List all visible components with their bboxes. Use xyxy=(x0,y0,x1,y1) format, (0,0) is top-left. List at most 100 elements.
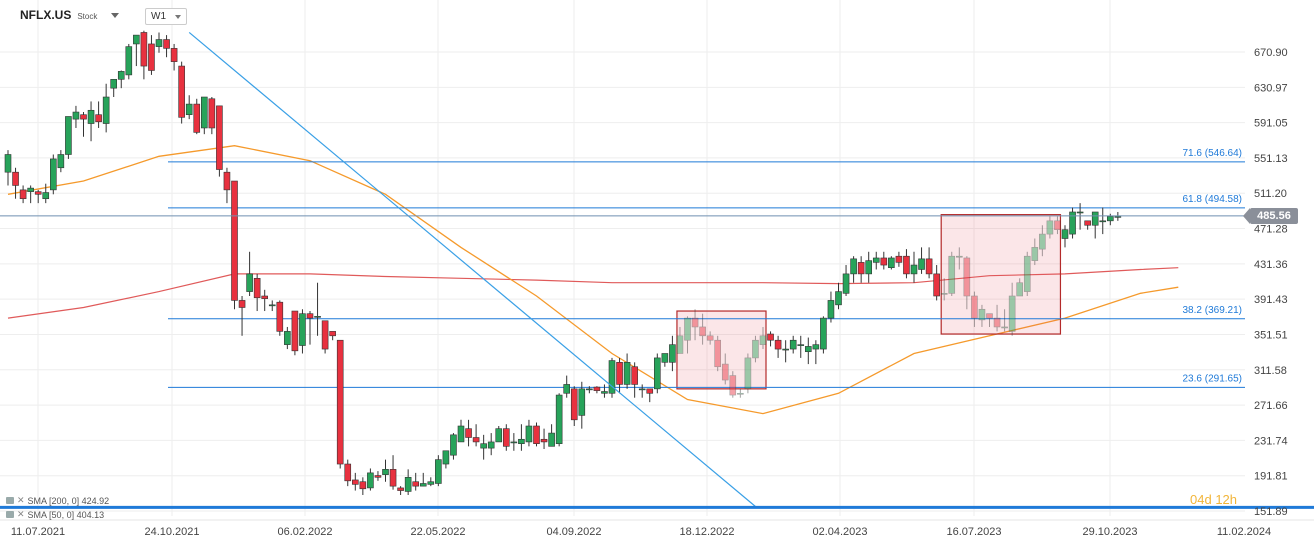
candle xyxy=(148,35,155,75)
fib-level-label: 61.8 (494.58) xyxy=(1183,194,1243,205)
fibonacci-levels[interactable]: 71.6 (546.64) 61.8 (494.58) 38.2 (369.21) 2… xyxy=(168,148,1245,388)
candle-body xyxy=(948,255,956,294)
candle-body xyxy=(721,363,729,381)
candle-body xyxy=(555,394,563,444)
candle-body xyxy=(910,264,918,275)
candle-body xyxy=(57,154,65,169)
candle xyxy=(684,316,691,354)
candle xyxy=(185,95,193,120)
candle-body xyxy=(1039,233,1046,250)
indicator-icon xyxy=(6,497,14,504)
candle-body xyxy=(314,316,321,318)
candle xyxy=(49,154,57,195)
candle-body xyxy=(231,180,238,301)
candle xyxy=(110,79,117,98)
candle xyxy=(933,265,940,301)
timeframe-select[interactable]: W1 xyxy=(145,8,187,25)
candle-body xyxy=(208,98,216,129)
candle xyxy=(1031,238,1039,266)
candle-body xyxy=(895,255,903,263)
candle xyxy=(12,167,19,199)
candle xyxy=(918,247,925,274)
candle-body xyxy=(412,481,420,487)
candle xyxy=(752,335,759,363)
y-tick-label: 431.36 xyxy=(1254,259,1288,271)
candle-body xyxy=(155,39,163,47)
candle-body xyxy=(548,432,555,447)
candle xyxy=(699,313,706,345)
candle-body xyxy=(782,348,789,351)
remove-indicator-icon[interactable]: ✕ xyxy=(17,509,25,519)
candle xyxy=(321,320,329,354)
candle xyxy=(563,375,571,398)
candle xyxy=(223,167,231,204)
candle-body xyxy=(140,32,148,67)
remove-indicator-icon[interactable]: ✕ xyxy=(17,495,25,505)
candle xyxy=(1023,251,1031,296)
candle-body xyxy=(978,308,986,321)
candle-body xyxy=(631,366,638,385)
candle-body xyxy=(442,450,450,465)
y-tick-label: 351.51 xyxy=(1254,329,1288,341)
candle xyxy=(1001,309,1008,332)
candle-body xyxy=(1001,326,1008,329)
candle-body xyxy=(1016,282,1024,297)
candle xyxy=(117,70,125,89)
highlight-boxes xyxy=(676,214,1062,390)
indicator-sma50[interactable]: ✕ SMA [50, 0] 404.13 xyxy=(6,509,104,520)
candle-body xyxy=(419,483,427,487)
candle xyxy=(351,472,359,491)
trendline[interactable] xyxy=(0,31,1314,509)
candle xyxy=(714,335,722,372)
candle xyxy=(986,313,993,327)
candle-body xyxy=(344,463,352,482)
candle-body xyxy=(865,260,873,275)
grid xyxy=(0,0,1245,516)
candle-body xyxy=(148,43,155,71)
candle-body xyxy=(110,79,117,89)
candle-body xyxy=(102,96,110,124)
candle xyxy=(676,326,684,354)
candle xyxy=(842,265,850,296)
candle xyxy=(767,331,774,347)
candle xyxy=(570,386,578,427)
candle-body xyxy=(578,388,586,416)
candle xyxy=(374,471,382,481)
candle-body xyxy=(351,479,359,485)
candle-countdown: 04d 12h xyxy=(1190,492,1237,507)
candle-body xyxy=(1061,229,1069,239)
candle-body xyxy=(714,339,722,368)
y-tick-label: 511.20 xyxy=(1254,188,1287,200)
candle xyxy=(284,326,291,350)
candle-body xyxy=(299,313,306,346)
candle-body xyxy=(699,326,706,337)
indicator-icon xyxy=(6,511,14,518)
candle xyxy=(133,34,140,67)
symbol-dropdown-icon[interactable] xyxy=(111,12,120,18)
candle xyxy=(80,112,87,137)
candle-body xyxy=(593,386,601,391)
candle xyxy=(480,434,487,460)
candle xyxy=(820,316,827,354)
candle xyxy=(850,256,857,283)
countdown-day-unit: d xyxy=(1204,492,1212,507)
candle xyxy=(329,331,336,341)
indicator-sma200[interactable]: ✕ SMA [200, 0] 424.92 xyxy=(6,495,109,506)
candle xyxy=(910,251,918,283)
candle-body xyxy=(502,428,510,447)
candle-body xyxy=(216,105,223,170)
candle-body xyxy=(34,191,42,195)
y-tick-label: 471.28 xyxy=(1254,224,1288,236)
candle xyxy=(102,83,110,133)
candle xyxy=(631,362,638,398)
candle xyxy=(435,455,442,487)
highlight-box xyxy=(676,310,767,390)
candle-body xyxy=(1091,211,1099,226)
x-tick-label: 24.10.2021 xyxy=(144,526,199,538)
candle-body xyxy=(804,346,812,353)
candle xyxy=(314,282,321,336)
candle xyxy=(457,419,465,443)
candle-body xyxy=(480,443,487,449)
